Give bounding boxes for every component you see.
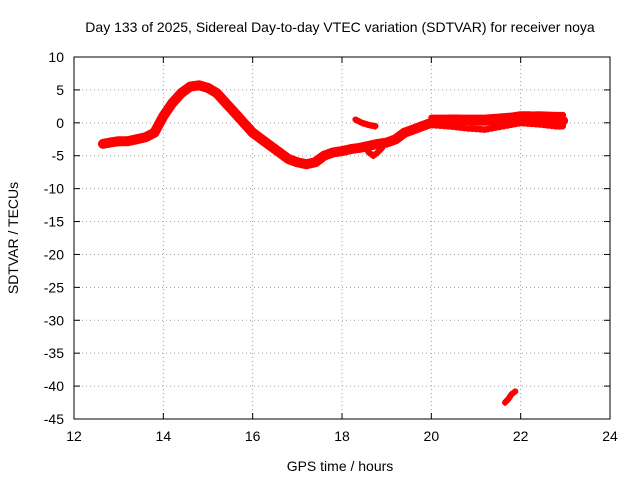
y-tick-label: 5 [56,82,64,98]
series-line-3 [428,119,567,133]
y-tick-label: -30 [44,312,64,328]
series-line-5 [361,142,386,159]
series-line-2 [428,111,567,121]
y-tick-label: 10 [48,49,64,65]
y-tick-label: -20 [44,246,64,262]
y-tick-label: -5 [52,148,65,164]
x-tick-label: 18 [334,428,350,444]
x-axis-label: GPS time / hours [287,458,394,474]
series-line-4 [352,116,379,130]
x-tick-label: 24 [602,428,618,444]
y-axis-label: SDTVAR / TECUs [5,182,21,294]
series-edge-5 [363,147,384,160]
x-tick-label: 12 [66,428,82,444]
series-edge-6 [504,392,517,406]
x-tick-label: 16 [245,428,261,444]
chart-title: Day 133 of 2025, Sidereal Day-to-day VTE… [85,19,595,35]
y-tick-label: 0 [56,115,64,131]
series-edge-2 [430,115,565,122]
x-tick-label: 22 [513,428,529,444]
series-edge-1 [102,86,565,168]
y-tick-label: -35 [44,345,64,361]
y-tick-label: -15 [44,214,64,230]
axis-layer: 12 14 16 18 20 22 24 10 5 0 -5 -10 -15 -20 -25 -30 -35 -4… [44,49,618,444]
series-edge-3 [430,124,565,133]
x-tick-label: 20 [424,428,440,444]
series-line-6 [502,388,519,406]
x-tick-label: 14 [156,428,172,444]
y-tick-label: -25 [44,279,64,295]
y-tick-label: -45 [44,411,64,427]
series-edge-4 [354,121,377,130]
y-tick-label: -40 [44,378,64,394]
y-tick-label: -10 [44,181,64,197]
series-layer [98,80,569,406]
